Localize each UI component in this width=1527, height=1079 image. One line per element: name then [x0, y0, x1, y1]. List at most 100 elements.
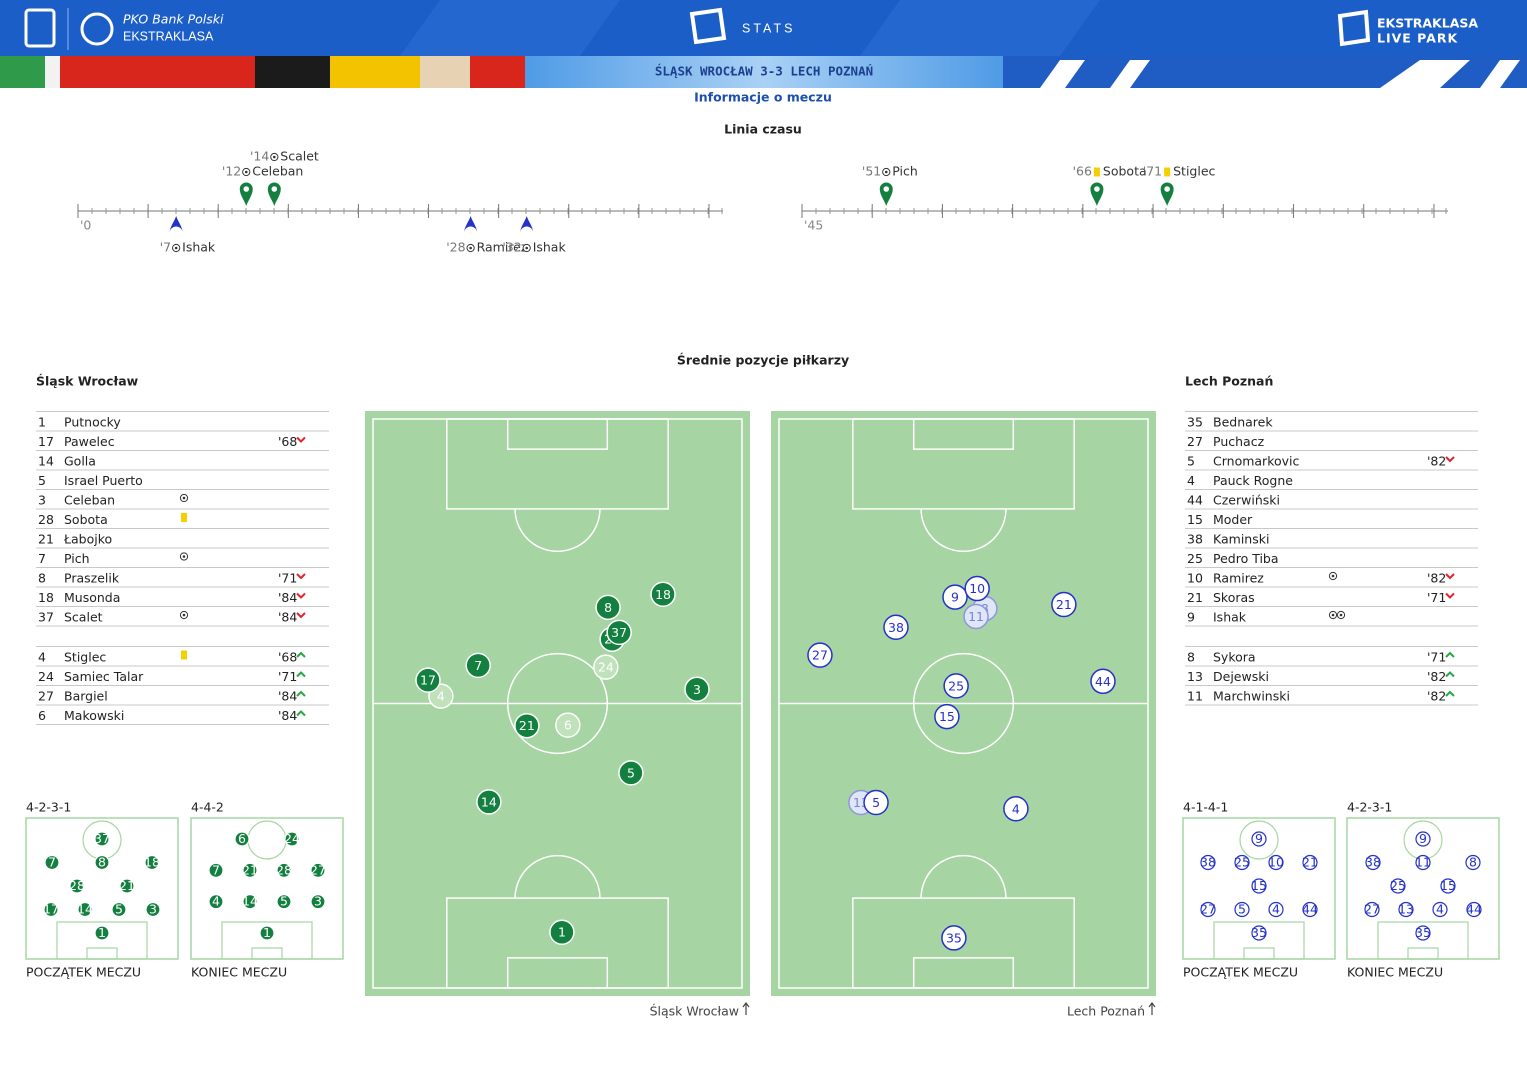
- formation-number: 14: [77, 902, 93, 917]
- formation-player: 9: [1415, 831, 1431, 847]
- sub-minute: '82: [1427, 571, 1446, 586]
- formation-dot: [234, 831, 250, 847]
- player-marker-dot: [883, 614, 909, 641]
- formation-dot: [1268, 901, 1284, 918]
- player-marker-dot: [1003, 796, 1029, 822]
- player-marker-number: 35: [946, 930, 962, 945]
- formation-dot: [1234, 854, 1250, 871]
- player-marker-number: 15: [939, 709, 955, 724]
- formation-dot: [1364, 901, 1380, 918]
- event-player: Celeban: [252, 164, 303, 179]
- formation-name: 4-4-2: [191, 800, 224, 815]
- lineup-row: 7 Pich: [36, 547, 329, 566]
- formation-dot: [119, 878, 135, 894]
- event-pin: [879, 182, 893, 206]
- player-marker: 3: [684, 676, 710, 703]
- player-number: 37: [38, 610, 54, 625]
- mini-goal-box: [1407, 947, 1439, 960]
- formation-dot: [144, 854, 160, 871]
- player-number: 8: [38, 571, 46, 586]
- mini-center-circle: [1239, 820, 1279, 860]
- strip-decor: [0, 56, 45, 88]
- sub-out-arrow: [1445, 573, 1455, 580]
- player-number: 17: [38, 434, 54, 449]
- sub-minute: '84: [278, 708, 297, 723]
- formation-number: 1: [263, 925, 271, 940]
- player-marker-dot: [934, 703, 960, 730]
- goal-icon: [466, 243, 475, 253]
- lineup-row: 35 Bednarek: [1185, 411, 1478, 430]
- player-marker-number: 24: [598, 660, 614, 675]
- event-pin: [169, 216, 183, 233]
- formation-number: 9: [1255, 831, 1263, 846]
- player-name: Bednarek: [1213, 415, 1273, 430]
- player-marker: 5: [618, 760, 644, 786]
- team-name: Śląsk Wrocław: [36, 374, 139, 389]
- player-marker-dot: [942, 584, 968, 610]
- player-marker: 5: [863, 789, 889, 816]
- formation-dot: [1251, 925, 1267, 941]
- formation-dot: [1302, 901, 1318, 918]
- player-number: 14: [38, 454, 54, 469]
- sub-out-arrow: [296, 592, 306, 599]
- timeline-event: '12 Celeban: [222, 164, 303, 206]
- event-pin-dot: [1164, 186, 1170, 192]
- event-minute: '32: [502, 240, 521, 255]
- player-name: Puchacz: [1213, 434, 1265, 449]
- header-decor: [400, 0, 620, 56]
- yellow-card-icon: [181, 513, 187, 522]
- formation-number: 11: [1415, 855, 1431, 870]
- formation-dot: [208, 894, 224, 910]
- sub-minute: '71: [1427, 650, 1446, 665]
- player-name: Stiglec: [64, 650, 106, 665]
- lineup-row: 4 Pauck Rogne: [1185, 469, 1478, 488]
- goal-icon: [179, 610, 189, 620]
- event-pin-dot: [173, 230, 179, 236]
- sub-in-arrow: [1445, 651, 1455, 658]
- player-number: 4: [1187, 473, 1195, 488]
- player-marker-dot: [1090, 668, 1116, 695]
- strip-decor: [330, 56, 420, 88]
- formation-player: 27: [310, 862, 326, 878]
- player-marker-number: 4: [437, 689, 445, 704]
- timeline-tick-label: '45: [804, 218, 823, 233]
- match-info-link[interactable]: Informacje o meczu: [694, 90, 832, 105]
- event-pin-dot: [523, 230, 530, 236]
- event-player: Pich: [892, 164, 918, 179]
- pitch-team-label: Śląsk Wrocław: [650, 1004, 739, 1019]
- formation-player: 6: [234, 831, 250, 847]
- formation-dot: [94, 854, 110, 871]
- timeline-event: '66 Sobota: [1073, 164, 1147, 206]
- player-name: Kaminski: [1213, 532, 1269, 547]
- yellow-card-icon: [1093, 167, 1100, 177]
- player-marker-number: 11: [968, 609, 984, 624]
- goal-icon: [179, 493, 189, 503]
- sponsor-logo: [24, 8, 56, 48]
- player-marker-dot: [863, 789, 889, 816]
- player-marker-number: 37: [611, 625, 627, 640]
- formation-player: 14: [77, 902, 93, 918]
- event-pin-dot: [243, 186, 250, 192]
- goal-icon-patch: [174, 246, 178, 250]
- formation-player: 14: [242, 894, 258, 910]
- player-marker-dot: [618, 760, 644, 786]
- player-name: Praszelik: [64, 571, 120, 586]
- player-name: Sobota: [64, 512, 108, 527]
- sub-minute: '84: [278, 689, 297, 704]
- player-marker: 38: [883, 614, 909, 641]
- formation-player: 24: [284, 831, 300, 847]
- sub-minute: '71: [1427, 590, 1446, 605]
- lineup-row: 37 Scalet '84: [36, 606, 329, 627]
- lineup-row: 25 Pedro Tiba: [1185, 547, 1478, 566]
- player-name: Ishak: [1213, 610, 1247, 625]
- formation-dot: [1398, 901, 1414, 918]
- formation-number: 3: [314, 894, 322, 909]
- goal-box: [912, 957, 1015, 989]
- formation-dot: [111, 901, 127, 918]
- goal-icon-patch: [525, 246, 528, 250]
- formation-player: 44: [1466, 902, 1482, 918]
- lineup-row: 27 Bargiel '84: [36, 685, 329, 704]
- player-marker: 4: [1003, 796, 1029, 822]
- formation-caption: POCZĄTEK MECZU: [26, 965, 141, 980]
